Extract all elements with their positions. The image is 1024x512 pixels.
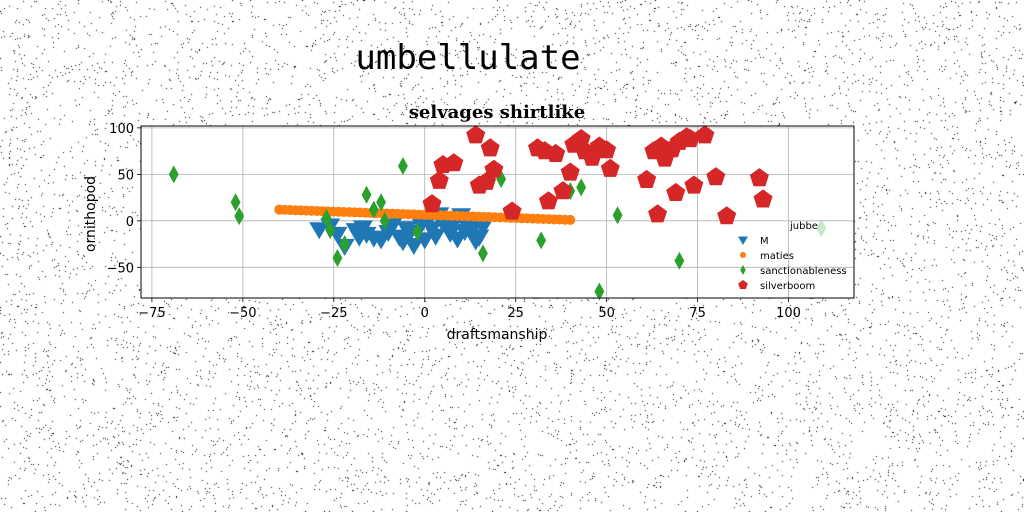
legend-label-M: M [760, 236, 769, 247]
y-axis-label: ornithopod [83, 176, 99, 252]
x-tick-label: 50 [598, 306, 615, 321]
x-axis-ticks: −75 −50 −25 0 25 50 75 100 [138, 298, 801, 321]
legend-label-silverboom: silverboom [760, 281, 815, 292]
x-tick-label: 0 [421, 306, 429, 321]
y-tick-label: 100 [109, 122, 134, 137]
legend-label-sanctionableness: sanctionableness [760, 266, 847, 277]
x-tick-label: 100 [776, 306, 801, 321]
x-tick-label: −75 [138, 306, 165, 321]
y-axis-ticks: −50 0 50 100 [107, 122, 141, 276]
data-point [565, 215, 575, 225]
x-tick-label: −50 [229, 306, 256, 321]
y-tick-label: −50 [107, 261, 134, 276]
chart-title: selvages shirtlike [409, 102, 585, 123]
y-tick-label: 50 [117, 168, 134, 183]
x-tick-label: 75 [689, 306, 706, 321]
legend-marker-maties [740, 252, 746, 258]
x-axis-label: draftsmanship [447, 327, 548, 343]
y-tick-label: 0 [126, 215, 134, 230]
legend-title: jubbe [789, 221, 818, 232]
legend-label-maties: maties [760, 251, 794, 262]
x-tick-label: 25 [507, 306, 524, 321]
x-tick-label: −25 [320, 306, 347, 321]
